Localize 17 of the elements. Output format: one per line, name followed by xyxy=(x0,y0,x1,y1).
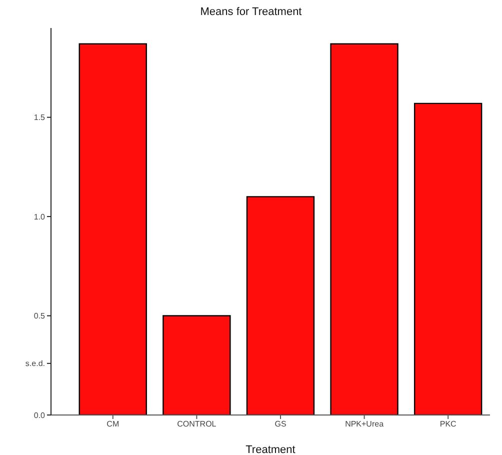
x-tick-label: CM xyxy=(106,420,120,429)
y-tick-label: 1.5 xyxy=(34,113,46,122)
bar xyxy=(246,196,315,415)
x-tick-label: PKC xyxy=(440,420,457,429)
y-tick-label: 0.5 xyxy=(34,312,46,321)
y-tick-label: 0.0 xyxy=(34,410,46,420)
x-tick-label: GS xyxy=(274,420,286,429)
chart-title: Means for Treatment xyxy=(199,6,303,18)
y-tick-label: s.e.d. xyxy=(25,359,45,368)
x-axis-title: Treatment xyxy=(246,444,296,455)
x-tick-label: NPK+Urea xyxy=(345,420,384,429)
bar xyxy=(162,315,231,415)
x-tick-label: CONTROL xyxy=(177,420,217,429)
bar xyxy=(414,102,482,415)
bar xyxy=(78,43,147,415)
bar xyxy=(330,43,398,415)
y-tick-label: 1.0 xyxy=(34,212,46,222)
